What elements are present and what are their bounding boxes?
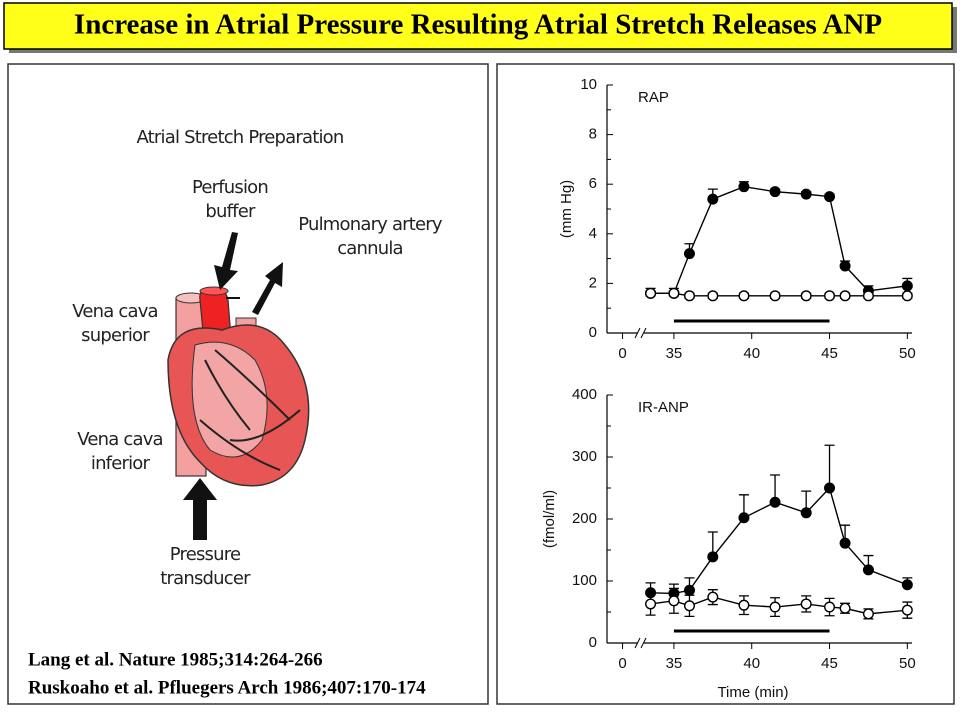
diagram-title: Atrial Stretch Preparation	[136, 127, 343, 148]
data-point	[738, 512, 750, 524]
diagram-label: cannula	[337, 238, 403, 259]
diagram-label: transducer	[160, 568, 251, 589]
chart-title: RAP	[638, 89, 669, 106]
y-tick-label: 200	[572, 510, 597, 527]
y-tick-label: 6	[589, 175, 597, 192]
citation: Ruskoaho et al. Pfluegers Arch 1986;407:…	[28, 677, 426, 698]
data-point	[800, 598, 812, 610]
diagram-label: Vena cava	[72, 301, 158, 322]
slide-title: Increase in Atrial Pressure Resulting At…	[74, 9, 882, 41]
data-point	[769, 290, 781, 302]
y-tick-label: 0	[589, 324, 597, 341]
data-point	[824, 601, 836, 613]
data-point	[707, 193, 719, 205]
y-tick-label: 300	[572, 448, 597, 465]
data-point	[683, 584, 695, 596]
data-point	[839, 260, 851, 272]
data-point	[824, 290, 836, 302]
data-point	[683, 290, 695, 302]
chart-panel	[496, 63, 955, 705]
data-point	[707, 551, 719, 563]
data-point	[707, 290, 719, 302]
data-point	[668, 287, 680, 299]
data-point	[645, 598, 657, 610]
data-point	[707, 591, 719, 603]
data-point	[738, 599, 750, 611]
data-point	[824, 482, 836, 494]
x-axis-label: Time (min)	[717, 684, 788, 701]
data-point	[668, 595, 680, 607]
x-tick-label: 40	[743, 345, 760, 362]
data-point	[901, 290, 913, 302]
data-point	[901, 280, 913, 292]
axis-break	[634, 327, 647, 339]
chart-title: IR-ANP	[638, 399, 689, 416]
y-tick-label: 400	[572, 386, 597, 403]
error-bar	[824, 444, 835, 488]
diagram-label: Perfusion	[192, 177, 268, 198]
x-tick-label: 45	[821, 655, 838, 672]
diagram-label: Pulmonary artery	[298, 214, 443, 235]
y-axis-label: (mm Hg)	[558, 180, 575, 238]
y-tick-label: 0	[589, 634, 597, 651]
y-tick-label: 10	[580, 76, 597, 93]
data-point	[738, 290, 750, 302]
x-tick-label: 35	[666, 345, 683, 362]
x-tick-label: 0	[618, 345, 626, 362]
x-tick-label: 45	[821, 345, 838, 362]
data-point	[824, 191, 836, 203]
y-axis-label: (fmol/ml)	[541, 490, 558, 548]
x-tick-label: 0	[618, 655, 626, 672]
data-point	[800, 507, 812, 519]
data-point	[839, 602, 851, 614]
data-point	[862, 290, 874, 302]
data-point	[839, 537, 851, 549]
y-tick-label: 4	[589, 225, 597, 242]
data-point	[800, 290, 812, 302]
data-point	[769, 601, 781, 613]
y-tick-label: 100	[572, 572, 597, 589]
x-tick-label: 50	[899, 345, 916, 362]
data-point	[862, 608, 874, 620]
data-point	[769, 186, 781, 198]
axis-break	[634, 637, 647, 649]
y-tick-label: 8	[589, 126, 597, 143]
x-tick-label: 40	[743, 655, 760, 672]
diagram-label: Vena cava	[77, 429, 163, 450]
y-tick-label: 2	[589, 274, 597, 291]
data-point	[738, 181, 750, 193]
data-point	[901, 579, 913, 591]
x-tick-label: 35	[666, 655, 683, 672]
heart-drawing	[167, 286, 310, 487]
diagram-label: superior	[81, 325, 150, 346]
data-point	[862, 564, 874, 576]
x-tick-label: 50	[899, 655, 916, 672]
diagram-label: Pressure	[170, 544, 241, 565]
data-point	[800, 188, 812, 200]
data-point	[683, 600, 695, 612]
data-point	[901, 604, 913, 616]
data-point	[645, 287, 657, 299]
diagram-label: buffer	[205, 201, 256, 222]
arrows	[183, 232, 283, 540]
data-point	[769, 496, 781, 508]
citation: Lang et al. Nature 1985;314:264-266	[28, 649, 323, 670]
data-point	[683, 248, 695, 260]
data-point	[839, 290, 851, 302]
title-bar	[3, 2, 953, 50]
diagram-label: inferior	[91, 453, 151, 474]
